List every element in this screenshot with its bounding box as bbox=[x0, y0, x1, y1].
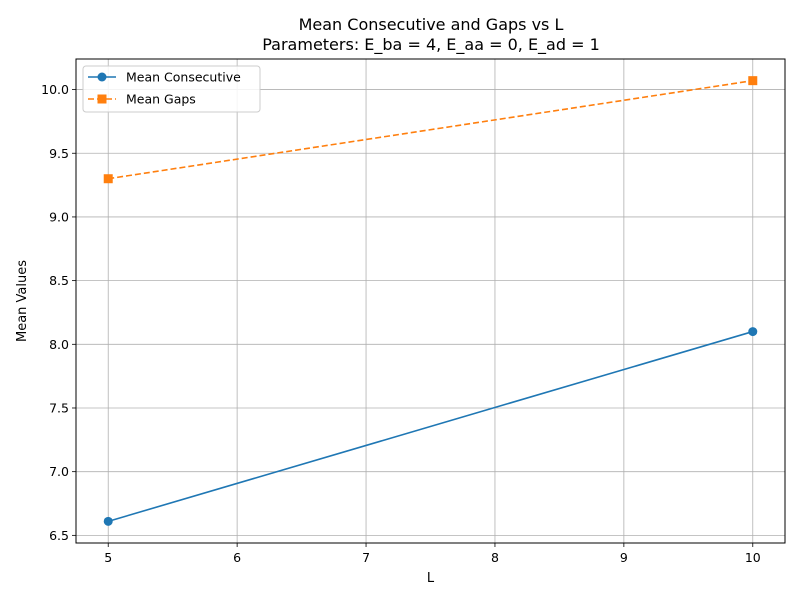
x-tick-label: 9 bbox=[620, 550, 628, 565]
data-point bbox=[103, 516, 113, 526]
axis-ticks: 5 6 7 8 9 10 6.5 7.0 7.5 8.0 8.5 9.0 9.5 10.0 bbox=[41, 82, 761, 565]
y-tick-label: 6.5 bbox=[49, 528, 69, 543]
legend-entry: Mean Consecutive bbox=[88, 70, 241, 85]
legend: Mean Consecutive Mean Gaps bbox=[82, 65, 261, 113]
legend-label: Mean Gaps bbox=[126, 92, 196, 107]
legend-box bbox=[82, 65, 261, 113]
data-point bbox=[748, 327, 758, 337]
y-tick-label: 9.5 bbox=[49, 146, 69, 161]
x-tick-label: 7 bbox=[362, 550, 370, 565]
y-tick-label: 8.5 bbox=[49, 273, 69, 288]
legend-marker bbox=[97, 94, 107, 104]
plot-series bbox=[103, 76, 758, 526]
x-tick-label: 8 bbox=[491, 550, 499, 565]
chart-title: Mean Consecutive and Gaps vs L bbox=[299, 15, 564, 34]
y-tick-label: 8.0 bbox=[49, 337, 69, 352]
legend-label: Mean Consecutive bbox=[126, 70, 241, 85]
y-tick-label: 7.0 bbox=[49, 464, 69, 479]
series-line bbox=[108, 79, 753, 180]
y-tick-label: 9.0 bbox=[49, 209, 69, 224]
x-axis-label: L bbox=[427, 571, 435, 586]
y-tick-label: 7.5 bbox=[49, 400, 69, 415]
y-tick-label: 10.0 bbox=[41, 82, 69, 97]
x-tick-label: 6 bbox=[233, 550, 241, 565]
data-point bbox=[748, 76, 758, 86]
data-point bbox=[103, 174, 113, 184]
legend-marker bbox=[97, 72, 107, 82]
series-0 bbox=[103, 327, 758, 526]
legend-entry: Mean Gaps bbox=[88, 92, 196, 107]
chart-subtitle: Parameters: E_ba = 4, E_aa = 0, E_ad = 1 bbox=[262, 35, 600, 55]
y-axis-label: Mean Values bbox=[15, 260, 30, 342]
x-tick-label: 5 bbox=[104, 550, 112, 565]
x-tick-label: 10 bbox=[745, 550, 761, 565]
series-1 bbox=[103, 76, 758, 184]
series-line bbox=[108, 330, 753, 523]
plot-frame bbox=[75, 58, 786, 544]
grid bbox=[76, 59, 785, 543]
